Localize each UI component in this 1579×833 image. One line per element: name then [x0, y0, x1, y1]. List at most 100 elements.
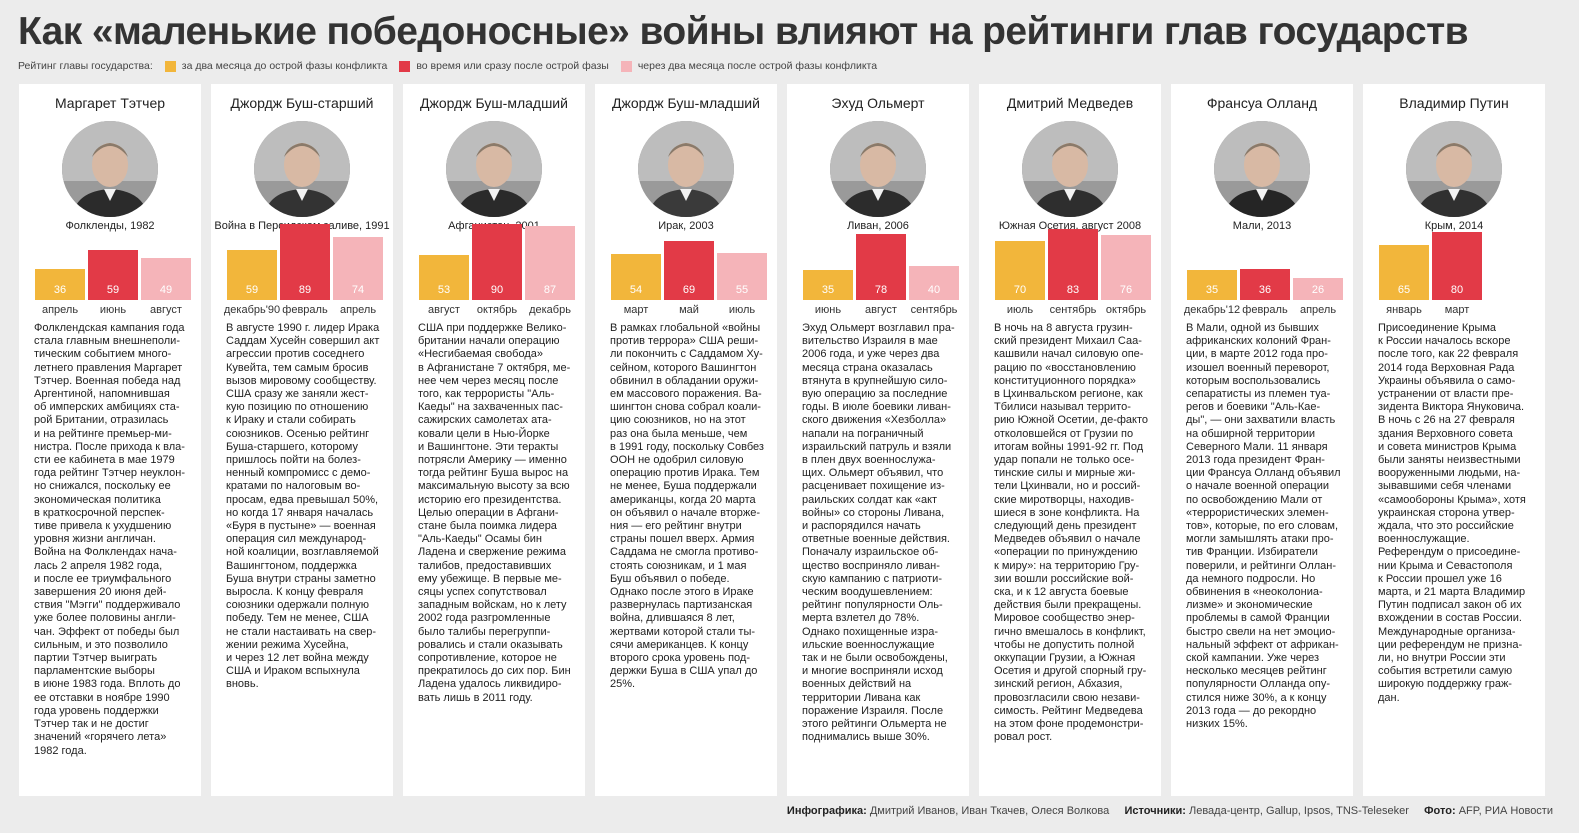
- legend-label: Рейтинг главы государства:: [18, 60, 153, 72]
- leader-portrait-icon: [62, 121, 158, 217]
- credits-photo-label: Фото:: [1424, 805, 1456, 817]
- rating-value-label: 59: [106, 284, 120, 296]
- month-tick-label: апрель: [339, 304, 377, 316]
- legend-text-after: через два месяца после острой фазы конфл…: [637, 60, 878, 72]
- legend-swatch-during: [399, 60, 411, 72]
- credits-sources-label: Источники:: [1124, 805, 1186, 817]
- legend-item-during: во время или сразу после острой фазы: [399, 60, 609, 72]
- month-tick-label: сентябрь: [910, 304, 958, 316]
- credits-photo: AFP, РИА Новости: [1458, 805, 1553, 817]
- conflict-label: Крым, 2014: [1424, 220, 1484, 232]
- month-tick-label: октябрь: [476, 304, 518, 316]
- conflict-description: В ночь на 8 августа грузин- ский президе…: [994, 322, 1149, 744]
- leader-name: Джордж Буш-младший: [420, 95, 568, 111]
- conflict-label: Фолкленды, 1982: [65, 220, 155, 232]
- leader-portrait-icon: [254, 121, 350, 217]
- month-tick-label: февраль: [282, 304, 328, 316]
- rating-value-label: 74: [351, 284, 365, 296]
- month-tick-label: январь: [1386, 304, 1422, 316]
- month-tick-label: март: [623, 304, 649, 316]
- leader-name: Джордж Буш-старший: [230, 95, 374, 111]
- leader-portrait-icon: [1022, 121, 1118, 217]
- rating-bar: [1101, 235, 1151, 300]
- month-tick-label: июль: [1006, 304, 1034, 316]
- leader-name: Эхуд Ольмерт: [831, 95, 925, 111]
- month-tick-label: август: [428, 304, 460, 316]
- month-tick-label: апрель: [1299, 304, 1337, 316]
- conflict-description: В августе 1990 г. лидер Ирака Саддам Хус…: [226, 322, 380, 691]
- conflict-description: В рамках глобальной «войны против террор…: [610, 322, 764, 691]
- rating-bar: [611, 254, 661, 300]
- rating-value-label: 55: [735, 284, 749, 296]
- leader-panel: Эхуд Ольмерт Ливан, 2006 35 июнь 78 август 40 с…: [787, 84, 969, 796]
- month-tick-label: май: [679, 304, 699, 316]
- rating-bar: [88, 249, 138, 300]
- month-tick-label: декабрь: [529, 304, 571, 316]
- leader-portrait-icon: [638, 121, 734, 217]
- leader-name: Владимир Путин: [1399, 95, 1509, 111]
- leader-name: Маргарет Тэтчер: [54, 95, 166, 111]
- rating-value-label: 36: [1258, 284, 1272, 296]
- rating-value-label: 40: [927, 284, 941, 296]
- rating-value-label: 83: [1066, 284, 1080, 296]
- conflict-description: Эхуд Ольмерт возглавил пра- вительство И…: [802, 322, 955, 744]
- legend-item-after: через два месяца после острой фазы конфл…: [620, 60, 878, 72]
- rating-value-label: 70: [1013, 284, 1027, 296]
- rating-bar: [472, 223, 522, 300]
- conflict-description: Присоединение Крыма к России началось вс…: [1378, 322, 1526, 704]
- month-tick-label: июнь: [814, 304, 842, 316]
- rating-value-label: 36: [53, 284, 67, 296]
- legend-swatch-after: [620, 60, 632, 72]
- rating-bar: [525, 226, 575, 300]
- rating-bar: [227, 249, 277, 300]
- conflict-description: США при поддержке Велико- британии начал…: [418, 322, 571, 704]
- rating-value-label: 26: [1311, 284, 1325, 296]
- rating-bar: [1187, 270, 1237, 300]
- credits-infographics: Дмитрий Иванов, Иван Ткачев, Олеся Волко…: [869, 805, 1110, 817]
- month-tick-label: декабрь'90: [223, 304, 281, 316]
- rating-value-label: 65: [1397, 284, 1411, 296]
- rating-bar: [1293, 277, 1343, 300]
- rating-bar: [1048, 229, 1098, 300]
- conflict-description: Фолклендская кампания года стала главным…: [34, 322, 185, 757]
- rating-bar: [856, 233, 906, 300]
- legend: Рейтинг главы государства: за два месяца…: [18, 59, 889, 73]
- leader-name: Дмитрий Медведев: [1006, 95, 1134, 111]
- legend-swatch-before: [164, 60, 176, 72]
- page-title: Как «маленькие победоносные» войны влияю…: [18, 10, 1469, 53]
- rating-value-label: 54: [629, 284, 643, 296]
- leader-panel: Джордж Буш-младшийАфганистан, 200153авгу…: [403, 84, 585, 796]
- leader-panel: Джордж Буш-младший Ирак, 2003 54 март 69 май 5…: [595, 84, 777, 796]
- month-tick-label: февраль: [1242, 304, 1288, 316]
- rating-bar: [419, 254, 469, 300]
- month-tick-label: июль: [728, 304, 756, 316]
- month-tick-label: март: [1444, 304, 1470, 316]
- conflict-description: В Мали, одной из бывших африканских коло…: [1186, 322, 1341, 731]
- legend-text-during: во время или сразу после острой фазы: [416, 60, 609, 72]
- rating-value-label: 80: [1450, 284, 1464, 296]
- leader-panel: Маргарет Тэтчер Фолкленды, 1982 36 апрель 59…: [19, 84, 201, 796]
- leader-panel: Франсуа Олланд Мали, 2013 35 декабрь'12 36 фе…: [1171, 84, 1353, 796]
- rating-value-label: 89: [298, 284, 312, 296]
- rating-bar: [35, 269, 85, 300]
- rating-bar: [909, 266, 959, 300]
- leader-portrait-icon: [1214, 121, 1310, 217]
- rating-value-label: 49: [159, 284, 173, 296]
- rating-bar: [1432, 232, 1482, 300]
- legend-text-before: за два месяца до острой фазы конфликта: [181, 60, 388, 72]
- rating-value-label: 90: [490, 284, 504, 296]
- month-tick-label: апрель: [41, 304, 79, 316]
- month-tick-label: октябрь: [1105, 304, 1147, 316]
- rating-bar: [141, 258, 191, 300]
- rating-value-label: 78: [874, 284, 888, 296]
- leader-name: Джордж Буш-младший: [612, 95, 760, 111]
- rating-value-label: 35: [821, 284, 835, 296]
- month-tick-label: сентябрь: [1049, 304, 1097, 316]
- rating-value-label: 87: [543, 284, 557, 296]
- rating-value-label: 53: [437, 284, 451, 296]
- leader-name: Франсуа Олланд: [1206, 95, 1318, 111]
- rating-bar: [280, 224, 330, 300]
- month-tick-label: декабрь'12: [1183, 304, 1241, 316]
- month-tick-label: август: [150, 304, 182, 316]
